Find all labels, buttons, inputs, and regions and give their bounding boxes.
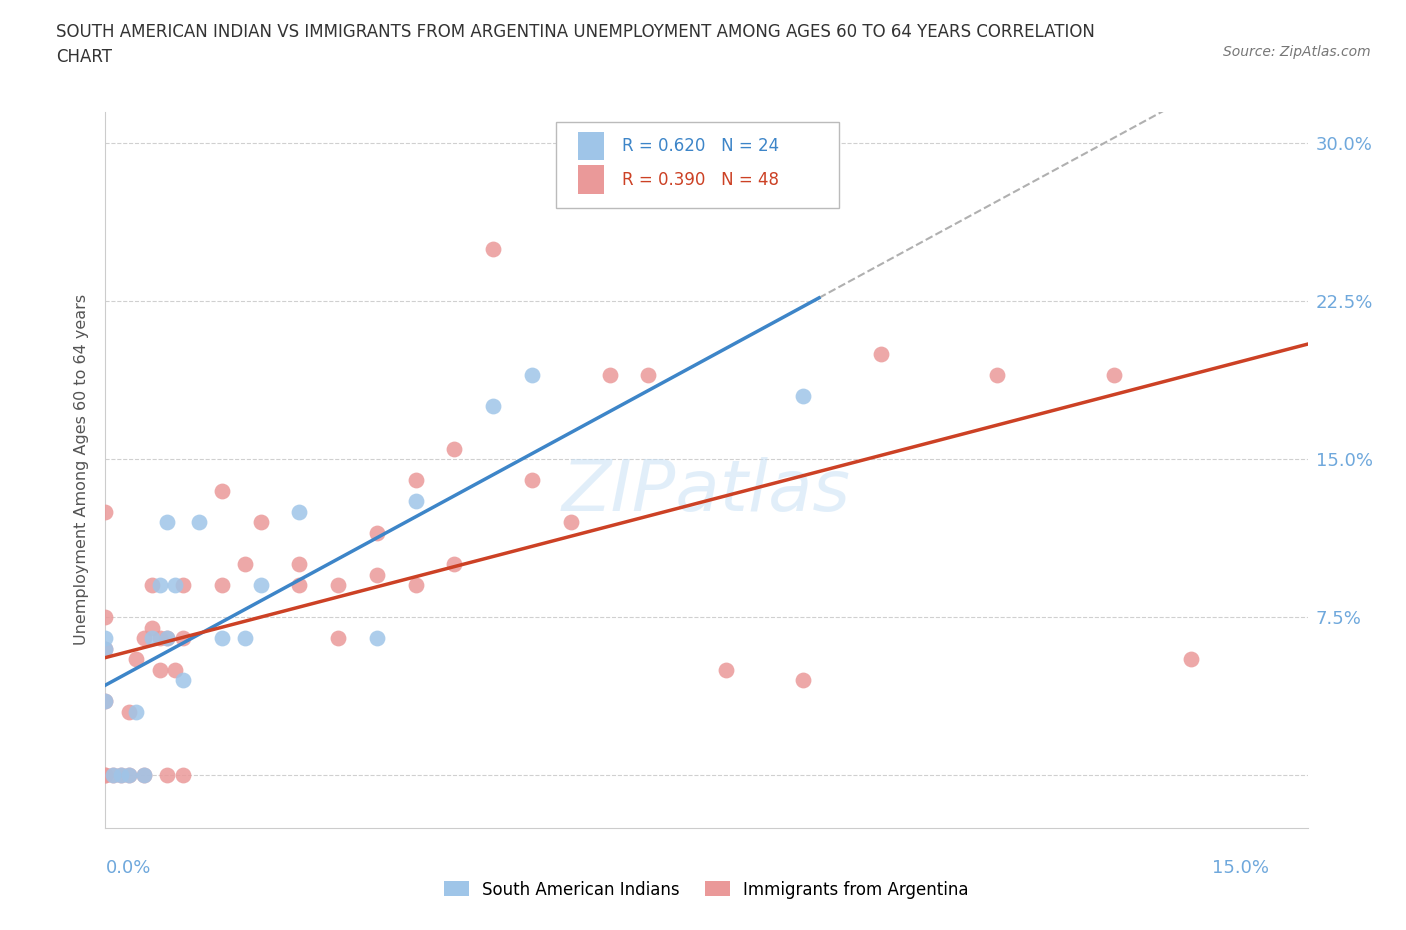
Point (149, 631, 172, 645)
Point (792, 672, 814, 687)
Point (172, 672, 194, 687)
Point (94, 642, 117, 657)
Point (134, 767, 156, 782)
Point (870, 346, 893, 361)
Point (134, 767, 156, 782)
Point (94, 504, 117, 519)
Point (165, 662, 187, 677)
Point (110, 767, 132, 782)
Point (520, 367, 543, 382)
Point (714, 662, 737, 677)
Point (792, 389, 814, 404)
Point (110, 767, 132, 782)
Point (187, 515, 209, 530)
Point (1180, 652, 1202, 667)
Point (125, 704, 148, 719)
Legend: South American Indians, Immigrants from Argentina: South American Indians, Immigrants from … (437, 874, 976, 905)
Point (366, 567, 388, 582)
Point (599, 367, 621, 382)
Point (149, 578, 172, 593)
Point (233, 631, 256, 645)
Point (156, 631, 179, 645)
Text: 0.0%: 0.0% (105, 859, 150, 877)
Point (1102, 367, 1125, 382)
Point (405, 494, 427, 509)
Point (288, 504, 311, 519)
Point (366, 631, 388, 645)
Point (482, 241, 505, 256)
Point (103, 767, 125, 782)
Point (125, 652, 148, 667)
Point (405, 472, 427, 487)
Point (172, 767, 194, 782)
Point (288, 557, 311, 572)
Point (560, 515, 582, 530)
Point (94, 694, 117, 709)
Point (165, 578, 187, 593)
Point (103, 767, 125, 782)
Point (211, 631, 233, 645)
Point (288, 578, 311, 593)
Text: CHART: CHART (56, 48, 112, 66)
Point (134, 631, 156, 645)
Point (118, 704, 141, 719)
Point (211, 578, 233, 593)
Point (249, 515, 271, 530)
Point (156, 631, 179, 645)
Point (443, 557, 465, 572)
Point (482, 399, 505, 414)
Point (172, 578, 194, 593)
Point (366, 525, 388, 540)
Point (94, 767, 117, 782)
Text: 15.0%: 15.0% (1212, 859, 1268, 877)
FancyBboxPatch shape (557, 123, 839, 208)
FancyBboxPatch shape (578, 132, 605, 160)
Point (156, 515, 179, 530)
Point (94, 642, 117, 657)
Point (118, 767, 141, 782)
Text: R = 0.390   N = 48: R = 0.390 N = 48 (623, 170, 779, 189)
Point (94, 610, 117, 625)
Text: ZIPatlas: ZIPatlas (562, 457, 851, 525)
Point (211, 484, 233, 498)
Point (172, 631, 194, 645)
Text: SOUTH AMERICAN INDIAN VS IMMIGRANTS FROM ARGENTINA UNEMPLOYMENT AMONG AGES 60 TO: SOUTH AMERICAN INDIAN VS IMMIGRANTS FROM… (56, 23, 1095, 41)
Y-axis label: Unemployment Among Ages 60 to 64 years: Unemployment Among Ages 60 to 64 years (75, 294, 90, 645)
Point (94, 631, 117, 645)
Point (118, 767, 141, 782)
Point (141, 578, 163, 593)
Point (637, 367, 659, 382)
Point (326, 631, 349, 645)
Text: R = 0.620   N = 24: R = 0.620 N = 24 (623, 137, 779, 155)
Text: Source: ZipAtlas.com: Source: ZipAtlas.com (1223, 45, 1371, 59)
Point (141, 620, 163, 635)
Point (986, 367, 1008, 382)
Point (405, 578, 427, 593)
Point (94, 694, 117, 709)
Point (520, 472, 543, 487)
Point (326, 578, 349, 593)
Point (94, 767, 117, 782)
Point (141, 631, 163, 645)
Point (443, 441, 465, 456)
FancyBboxPatch shape (578, 166, 605, 194)
Point (149, 662, 172, 677)
Point (249, 578, 271, 593)
Point (233, 557, 256, 572)
Point (156, 767, 179, 782)
